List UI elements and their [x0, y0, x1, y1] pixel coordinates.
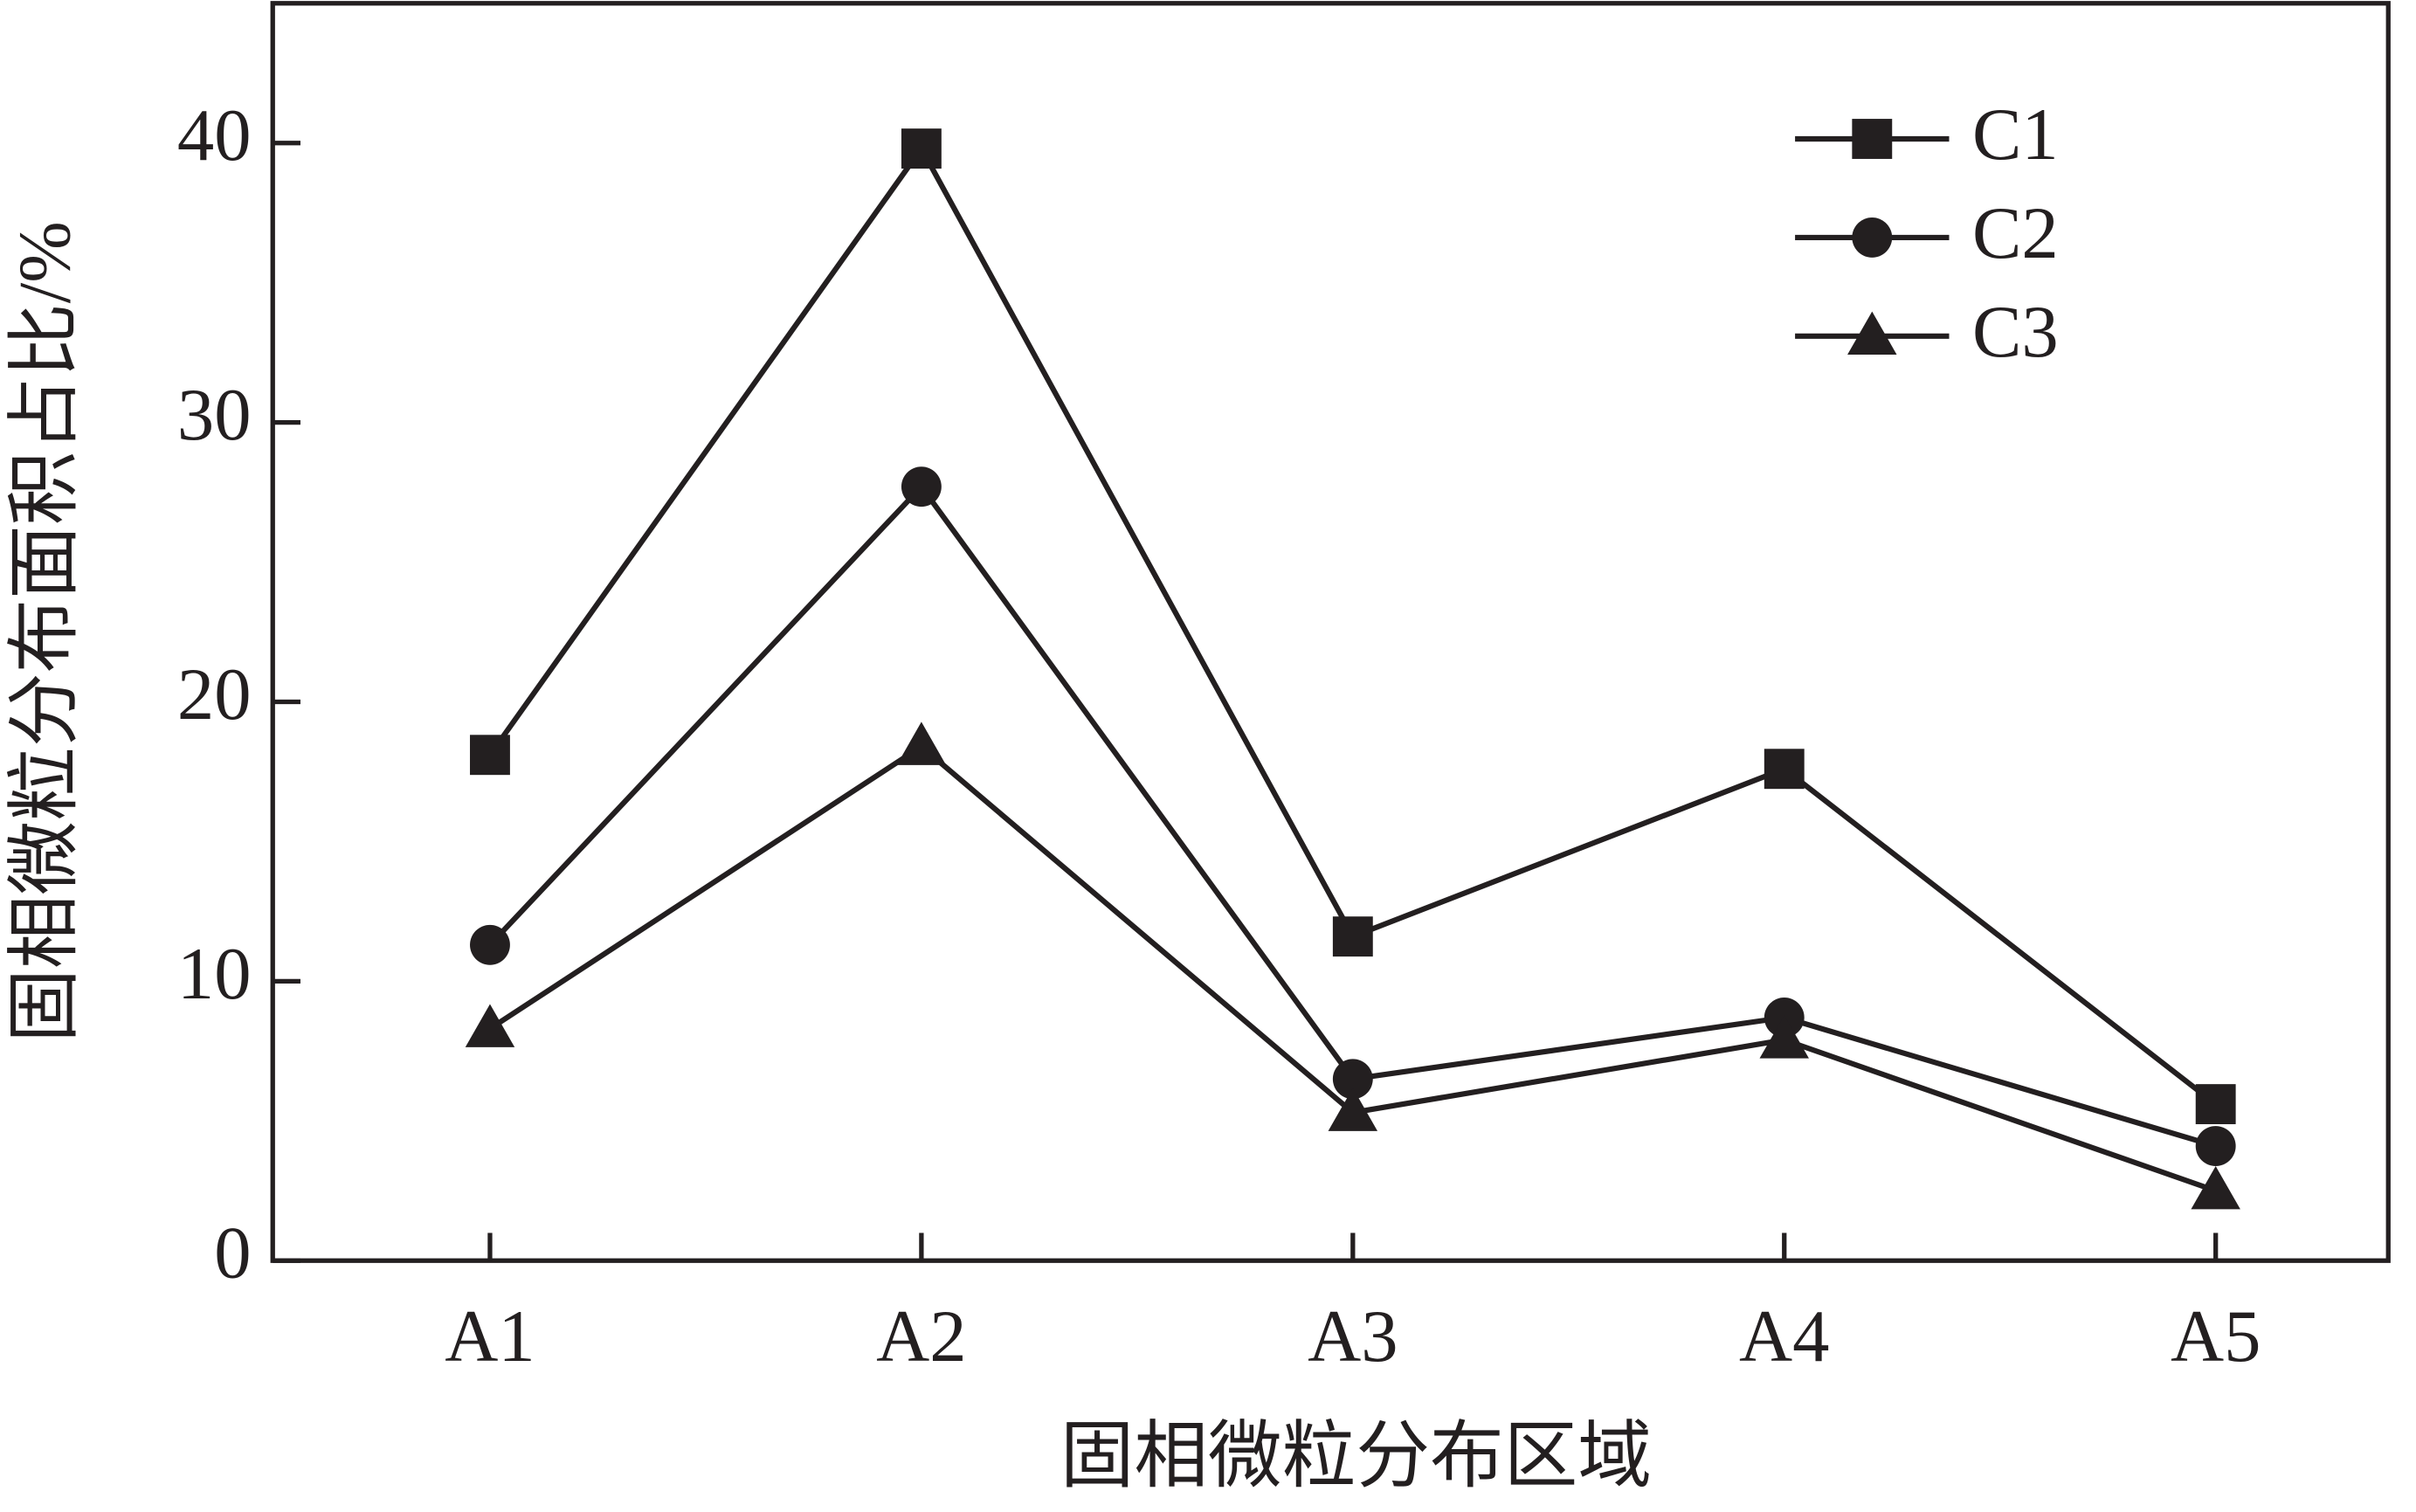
plot-frame: [270, 1, 2391, 1263]
marker-square: [1332, 916, 1373, 957]
y-tick-label: 30: [177, 375, 252, 456]
y-axis-title: 固相微粒分布面积占比/%: [4, 221, 86, 1043]
marker-square: [901, 128, 942, 169]
legend-label: C3: [1972, 292, 2059, 373]
x-tick-label: A3: [1308, 1296, 1398, 1377]
legend-label: C1: [1972, 94, 2059, 176]
y-tick-label: 0: [214, 1213, 251, 1295]
marker-triangle: [1759, 1015, 1809, 1059]
series-line: [487, 482, 2217, 1150]
marker-square: [2195, 1084, 2236, 1125]
marker-triangle: [2191, 1166, 2240, 1210]
marker-triangle: [465, 1004, 515, 1047]
marker-square: [470, 735, 510, 776]
legend-marker: [1852, 119, 1893, 159]
marker-triangle: [1328, 1087, 1378, 1131]
x-tick-label: A5: [2171, 1296, 2261, 1377]
legend-marker: [1847, 311, 1897, 355]
marker-circle: [470, 924, 510, 965]
marker-circle: [1332, 1059, 1373, 1100]
marker-circle: [901, 466, 942, 507]
x-axis-title: 固相微粒分布区域: [1060, 1417, 1652, 1498]
marker-circle: [2195, 1126, 2236, 1167]
marker-square: [1764, 749, 1805, 790]
x-tick-label: A2: [876, 1296, 966, 1377]
marker-triangle: [896, 721, 947, 765]
series-line: [487, 143, 2218, 1107]
y-tick-label: 40: [177, 95, 252, 176]
x-tick-label: A1: [445, 1296, 535, 1377]
y-tick-label: 10: [177, 934, 252, 1015]
y-tick-label: 20: [177, 654, 252, 735]
x-tick-label: A4: [1739, 1296, 1829, 1377]
legend-marker: [1852, 217, 1893, 258]
legend-label: C2: [1972, 193, 2059, 274]
